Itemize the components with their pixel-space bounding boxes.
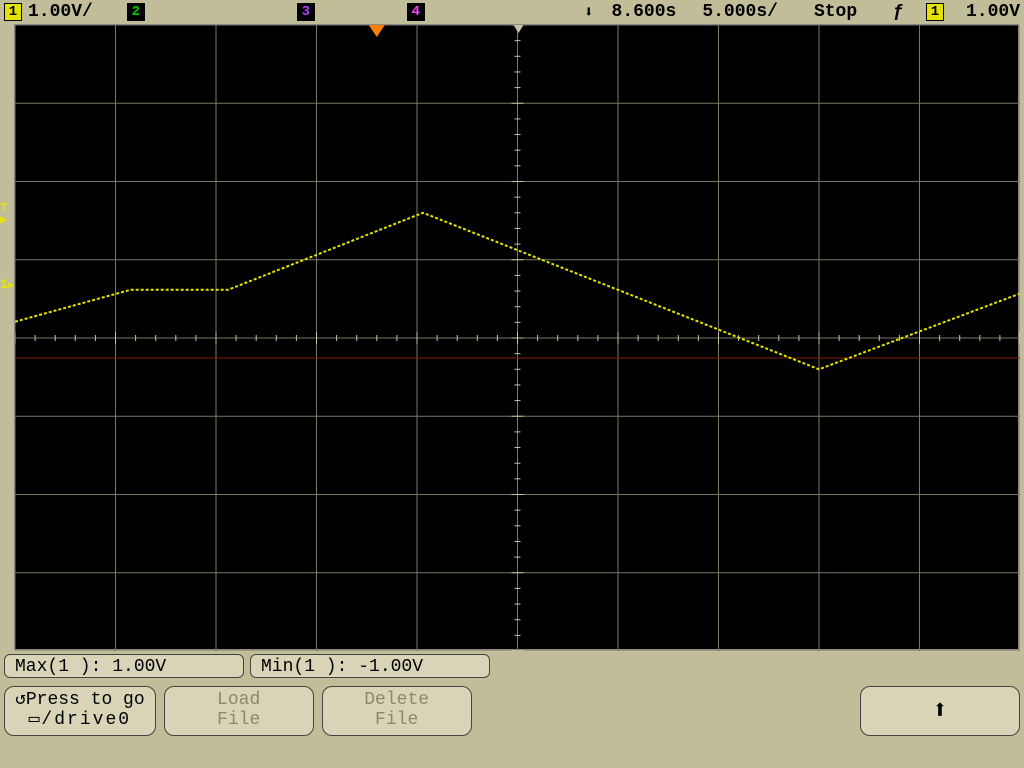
left-gutter: T▶ 1▶	[0, 24, 14, 650]
ch3-badge: 3	[297, 3, 315, 21]
time-per-div: 5.000s/	[702, 2, 778, 22]
trigger-edge-icon: ƒ	[893, 2, 904, 22]
press-to-go-line1: ↺Press to go	[15, 691, 145, 711]
trigger-level: 1.00V	[966, 2, 1020, 22]
trigger-time-icon: ⬇	[584, 2, 594, 22]
delete-file-line1: Delete	[364, 691, 429, 711]
ch4-badge: 4	[407, 3, 425, 21]
ch2-badge: 2	[127, 3, 145, 21]
softkey-bar: ↺Press to go ▭/drive0 Load File Delete F…	[0, 682, 1024, 764]
trigger-ch-badge: 1	[926, 3, 944, 21]
measurement-min: Min(1 ): -1.00V	[250, 654, 490, 678]
run-state: Stop	[814, 2, 857, 22]
top-status-bar: 1 1.00V/ 2 3 4 ⬇ 8.600s 5.000s/ Stop ƒ 1…	[0, 0, 1024, 24]
press-to-go-button[interactable]: ↺Press to go ▭/drive0	[4, 686, 156, 736]
ch1-scale: 1.00V/	[28, 2, 93, 22]
time-position: 8.600s	[612, 2, 677, 22]
trigger-level-marker: T▶	[0, 202, 7, 226]
up-arrow-icon: ⬆	[932, 697, 948, 726]
ch1-ground-marker: 1▶	[0, 278, 14, 292]
up-arrow-button[interactable]: ⬆	[860, 686, 1020, 736]
press-to-go-line2: ▭/drive0	[29, 711, 131, 731]
ch1-badge: 1	[4, 3, 22, 21]
load-file-line2: File	[217, 711, 260, 731]
delete-file-line2: File	[375, 711, 418, 731]
load-file-button[interactable]: Load File	[164, 686, 314, 736]
plot-svg	[15, 25, 1020, 651]
measurement-bar: Max(1 ): 1.00V Min(1 ): -1.00V	[0, 652, 1024, 680]
measurement-max: Max(1 ): 1.00V	[4, 654, 244, 678]
load-file-line1: Load	[217, 691, 260, 711]
delete-file-button[interactable]: Delete File	[322, 686, 472, 736]
oscilloscope-plot	[14, 24, 1019, 650]
